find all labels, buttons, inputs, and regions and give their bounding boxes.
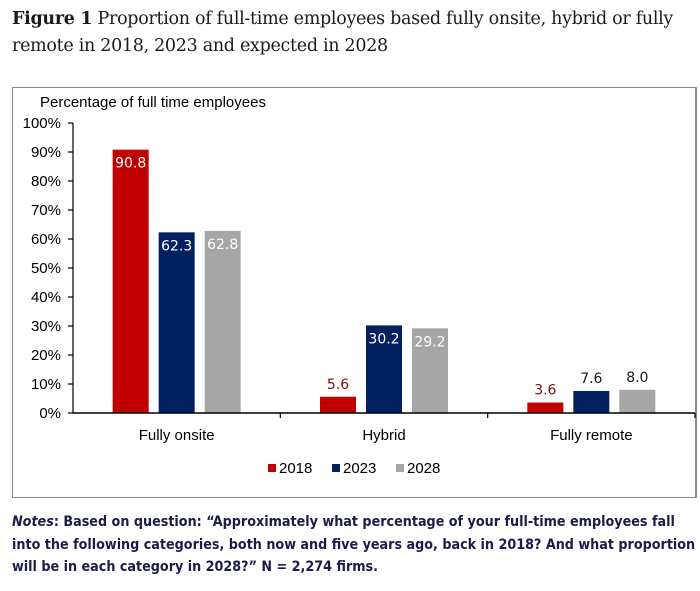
y-axis: 0% 10% 20% 30% 40% 50% 60% 70% 80% 90% 100% — [23, 115, 74, 422]
bar-2018-0 — [112, 149, 149, 413]
x-axis: Fully onsite Hybrid Fully remote — [73, 412, 696, 444]
bar-2028-1 — [412, 328, 448, 413]
y-tick-label: 30% — [31, 318, 61, 335]
chart-frame — [12, 87, 697, 498]
y-tick-label: 80% — [31, 173, 61, 190]
y-tick-label: 100% — [23, 115, 61, 132]
data-label: 62.8 — [207, 237, 238, 253]
notes-label: Notes — [12, 514, 54, 530]
bar-2028-0 — [204, 230, 241, 413]
data-label: 90.8 — [115, 156, 146, 172]
notes-text: : Based on question: “Approximately what… — [12, 514, 696, 575]
data-label: 30.2 — [368, 331, 399, 347]
data-label: 29.2 — [414, 334, 445, 350]
legend-label-2028: 2028 — [407, 460, 440, 477]
y-tick-label: 10% — [31, 376, 61, 393]
y-tick-label: 70% — [31, 202, 61, 219]
y-tick-label: 40% — [31, 289, 61, 306]
x-tick-label: Fully remote — [550, 427, 633, 444]
figure-label: Figure 1 — [12, 9, 93, 29]
legend-swatch-2028 — [396, 464, 404, 472]
figure-title: Figure 1 Proportion of full-time employe… — [12, 6, 692, 60]
figure-title-text: Proportion of full-time employees based … — [12, 9, 674, 56]
y-tick-label: 90% — [31, 144, 61, 161]
y-tick-label: 0% — [39, 405, 61, 422]
bar-2018-1 — [320, 396, 356, 413]
data-label: 8.0 — [626, 370, 648, 386]
bar-2018-2 — [527, 402, 564, 413]
bar-2023-2 — [573, 390, 610, 413]
bar-2023-0 — [158, 232, 195, 413]
data-label: 5.6 — [327, 377, 349, 393]
x-tick-label: Hybrid — [362, 427, 405, 444]
legend-label-2023: 2023 — [343, 460, 376, 477]
data-label: 7.6 — [580, 371, 602, 387]
y-tick-label: 20% — [31, 347, 61, 364]
x-tick-label: Fully onsite — [139, 427, 215, 444]
legend-swatch-2018 — [268, 464, 276, 472]
bars: 90.8 5.6 3.6 62.3 30.2 7.6 62.8 29.2 8.0 — [112, 149, 656, 413]
legend: 2018 2023 2028 — [268, 460, 440, 477]
y-tick-label: 50% — [31, 260, 61, 277]
notes: Notes: Based on question: “Approximately… — [12, 511, 698, 579]
data-label: 62.3 — [161, 238, 192, 254]
legend-label-2018: 2018 — [279, 460, 312, 477]
bar-2023-1 — [366, 325, 402, 413]
y-axis-label: Percentage of full time employees — [40, 94, 266, 111]
y-tick-label: 60% — [31, 231, 61, 248]
legend-swatch-2023 — [332, 464, 340, 472]
bar-2028-2 — [619, 389, 656, 413]
data-label: 3.6 — [534, 383, 556, 399]
